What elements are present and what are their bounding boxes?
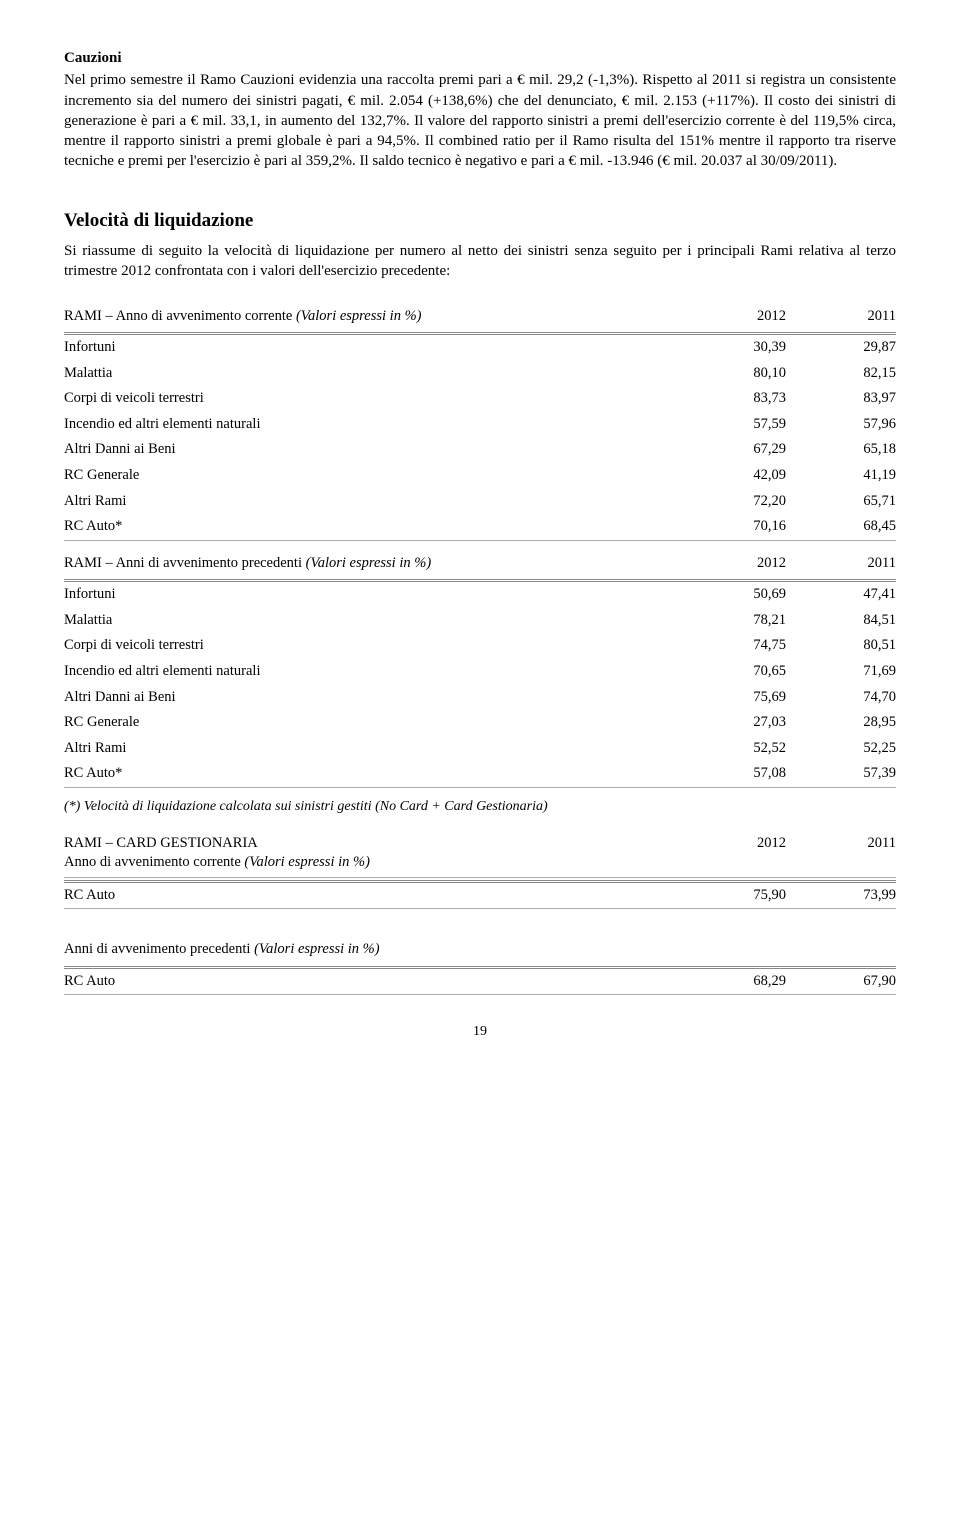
row-value-2011: 57,96 (786, 412, 896, 438)
row-value-2011: 29,87 (786, 334, 896, 361)
table-row: Incendio ed altri elementi naturali70,65… (64, 659, 896, 685)
table1-col1: 2012 (676, 304, 786, 331)
row-value-2011: 84,51 (786, 608, 896, 634)
row-value-2012: 72,20 (676, 489, 786, 515)
row-label: RC Generale (64, 463, 676, 489)
table4-header: Anni di avvenimento precedenti (Valori e… (64, 937, 676, 964)
footnote: (*) Velocità di liquidazione calcolata s… (64, 798, 896, 817)
table3-col2: 2011 (786, 831, 896, 878)
row-value-2012: 57,59 (676, 412, 786, 438)
row-value-2012: 50,69 (676, 581, 786, 608)
cauzioni-text: Nel primo semestre il Ramo Cauzioni evid… (64, 70, 896, 171)
row-value-2012: 74,75 (676, 633, 786, 659)
table1-header: RAMI – Anno di avvenimento corrente (Val… (64, 304, 676, 331)
table-card-previous: Anni di avvenimento precedenti (Valori e… (64, 937, 896, 995)
table-row: RC Auto*57,0857,39 (64, 761, 896, 787)
table-card-gestionaria: RAMI – CARD GESTIONARIA Anno di avvenime… (64, 831, 896, 910)
row-label: Incendio ed altri elementi naturali (64, 412, 676, 438)
velocita-intro: Si riassume di seguito la velocità di li… (64, 241, 896, 282)
table-row: RC Auto75,9073,99 (64, 881, 896, 909)
row-value-2011: 68,45 (786, 514, 896, 540)
row-value-2012: 78,21 (676, 608, 786, 634)
row-label: RC Auto (64, 967, 676, 995)
row-value-2012: 70,65 (676, 659, 786, 685)
row-value-2011: 47,41 (786, 581, 896, 608)
table2-header: RAMI – Anni di avvenimento precedenti (V… (64, 551, 676, 578)
table-row: Altri Rami52,5252,25 (64, 736, 896, 762)
row-value-2011: 73,99 (786, 881, 896, 909)
table-current-year: RAMI – Anno di avvenimento corrente (Val… (64, 304, 896, 541)
row-value-2012: 52,52 (676, 736, 786, 762)
row-label: Corpi di veicoli terrestri (64, 633, 676, 659)
row-label: Altri Danni ai Beni (64, 685, 676, 711)
table-row: Altri Danni ai Beni67,2965,18 (64, 437, 896, 463)
row-value-2012: 30,39 (676, 334, 786, 361)
table2-col2: 2011 (786, 551, 896, 578)
table-row: RC Auto*70,1668,45 (64, 514, 896, 540)
row-label: Altri Danni ai Beni (64, 437, 676, 463)
row-value-2011: 67,90 (786, 967, 896, 995)
cauzioni-section: Cauzioni Nel primo semestre il Ramo Cauz… (64, 48, 896, 172)
velocita-title: Velocità di liquidazione (64, 208, 896, 234)
table3-header: RAMI – CARD GESTIONARIA Anno di avvenime… (64, 831, 676, 878)
table-row: Incendio ed altri elementi naturali57,59… (64, 412, 896, 438)
table-row: RC Auto68,2967,90 (64, 967, 896, 995)
cauzioni-title: Cauzioni (64, 48, 896, 68)
table-previous-years: RAMI – Anni di avvenimento precedenti (V… (64, 551, 896, 788)
row-value-2012: 70,16 (676, 514, 786, 540)
row-label: Infortuni (64, 581, 676, 608)
table-row: Altri Danni ai Beni75,6974,70 (64, 685, 896, 711)
row-value-2012: 75,69 (676, 685, 786, 711)
row-value-2012: 83,73 (676, 386, 786, 412)
row-label: Corpi di veicoli terrestri (64, 386, 676, 412)
row-label: Infortuni (64, 334, 676, 361)
velocita-section: Velocità di liquidazione Si riassume di … (64, 208, 896, 282)
row-value-2011: 65,18 (786, 437, 896, 463)
row-value-2011: 52,25 (786, 736, 896, 762)
row-label: Incendio ed altri elementi naturali (64, 659, 676, 685)
table-row: Malattia80,1082,15 (64, 361, 896, 387)
row-value-2012: 75,90 (676, 881, 786, 909)
row-label: RC Auto* (64, 514, 676, 540)
table-row: Malattia78,2184,51 (64, 608, 896, 634)
row-value-2011: 57,39 (786, 761, 896, 787)
table1-col2: 2011 (786, 304, 896, 331)
row-value-2011: 80,51 (786, 633, 896, 659)
row-label: Altri Rami (64, 736, 676, 762)
row-value-2011: 65,71 (786, 489, 896, 515)
table-row: Infortuni30,3929,87 (64, 334, 896, 361)
row-value-2012: 27,03 (676, 710, 786, 736)
row-label: Malattia (64, 608, 676, 634)
table-row: Corpi di veicoli terrestri74,7580,51 (64, 633, 896, 659)
table-row: RC Generale42,0941,19 (64, 463, 896, 489)
table2-col1: 2012 (676, 551, 786, 578)
row-value-2011: 28,95 (786, 710, 896, 736)
row-label: RC Auto* (64, 761, 676, 787)
row-label: RC Auto (64, 881, 676, 909)
row-value-2012: 57,08 (676, 761, 786, 787)
row-value-2011: 71,69 (786, 659, 896, 685)
table-row: Altri Rami72,2065,71 (64, 489, 896, 515)
table-row: Corpi di veicoli terrestri83,7383,97 (64, 386, 896, 412)
table-row: RC Generale27,0328,95 (64, 710, 896, 736)
row-label: Malattia (64, 361, 676, 387)
row-value-2012: 67,29 (676, 437, 786, 463)
row-label: Altri Rami (64, 489, 676, 515)
row-value-2011: 82,15 (786, 361, 896, 387)
row-value-2012: 68,29 (676, 967, 786, 995)
row-value-2012: 42,09 (676, 463, 786, 489)
page-number: 19 (64, 1023, 896, 1042)
row-value-2012: 80,10 (676, 361, 786, 387)
row-value-2011: 41,19 (786, 463, 896, 489)
table3-col1: 2012 (676, 831, 786, 878)
row-label: RC Generale (64, 710, 676, 736)
table-row: Infortuni50,6947,41 (64, 581, 896, 608)
row-value-2011: 83,97 (786, 386, 896, 412)
row-value-2011: 74,70 (786, 685, 896, 711)
